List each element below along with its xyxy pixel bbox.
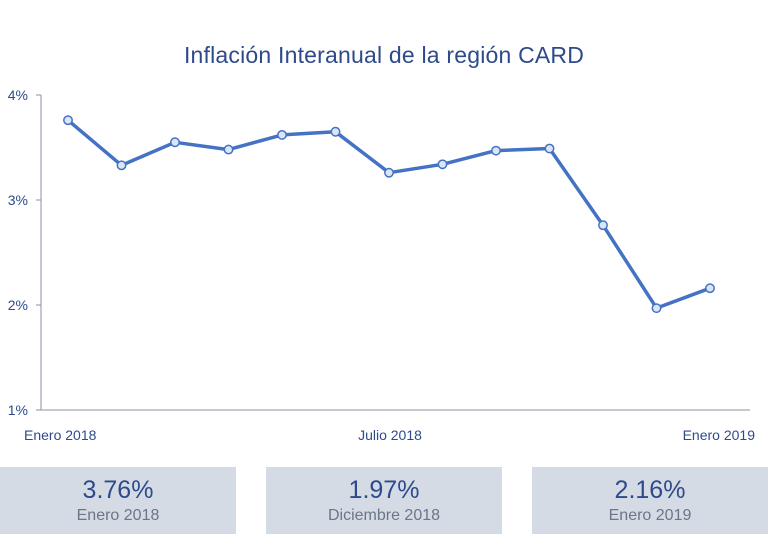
card-value: 3.76% — [82, 475, 154, 504]
x-tick-label: Enero 2019 — [683, 427, 756, 443]
line-chart: 1% 2% 3% 4% Enero 2018 Julio 2018 Enero 2019 — [8, 87, 755, 443]
y-tick-labels: 1% 2% 3% 4% — [8, 87, 28, 418]
data-point — [170, 137, 180, 148]
x-tick-label: Enero 2018 — [24, 427, 97, 443]
data-point — [116, 160, 127, 171]
data-point — [491, 145, 501, 156]
summary-card-first: 3.76% Enero 2018 — [0, 467, 236, 534]
chart-title: Inflación Interanual de la región CARD — [183, 42, 585, 68]
data-point — [277, 129, 287, 140]
data-point — [437, 159, 448, 170]
x-tick-label: Julio 2018 — [358, 427, 422, 443]
card-label: Diciembre 2018 — [327, 506, 441, 524]
card-value: 1.97% — [348, 475, 420, 504]
summary-card-last: 2.16% Enero 2019 — [532, 467, 768, 534]
summary-card-min: 1.97% Diciembre 2018 — [266, 467, 502, 534]
y-tick-label: 4% — [8, 87, 28, 103]
summary-cards: 3.76% Enero 2018 1.97% Diciembre 2018 2.… — [0, 467, 768, 534]
card-value: 2.16% — [614, 475, 686, 504]
y-tick-label: 3% — [8, 192, 28, 208]
y-tick-label: 1% — [8, 402, 28, 418]
data-point — [544, 143, 555, 154]
data-point — [651, 303, 662, 314]
x-tick-labels: Enero 2018 Julio 2018 Enero 2019 — [24, 427, 755, 443]
data-point — [598, 220, 608, 231]
data-point — [705, 283, 715, 294]
data-point — [330, 126, 341, 137]
card-label: Enero 2018 — [76, 506, 160, 524]
series-line-path — [66, 118, 711, 310]
data-point — [63, 115, 73, 126]
y-tick-label: 2% — [8, 297, 28, 313]
data-point — [384, 167, 394, 178]
series-line — [66, 118, 711, 310]
data-points — [63, 115, 715, 314]
card-label: Enero 2019 — [608, 506, 692, 524]
chart-axes — [36, 94, 750, 411]
data-point — [223, 144, 234, 155]
